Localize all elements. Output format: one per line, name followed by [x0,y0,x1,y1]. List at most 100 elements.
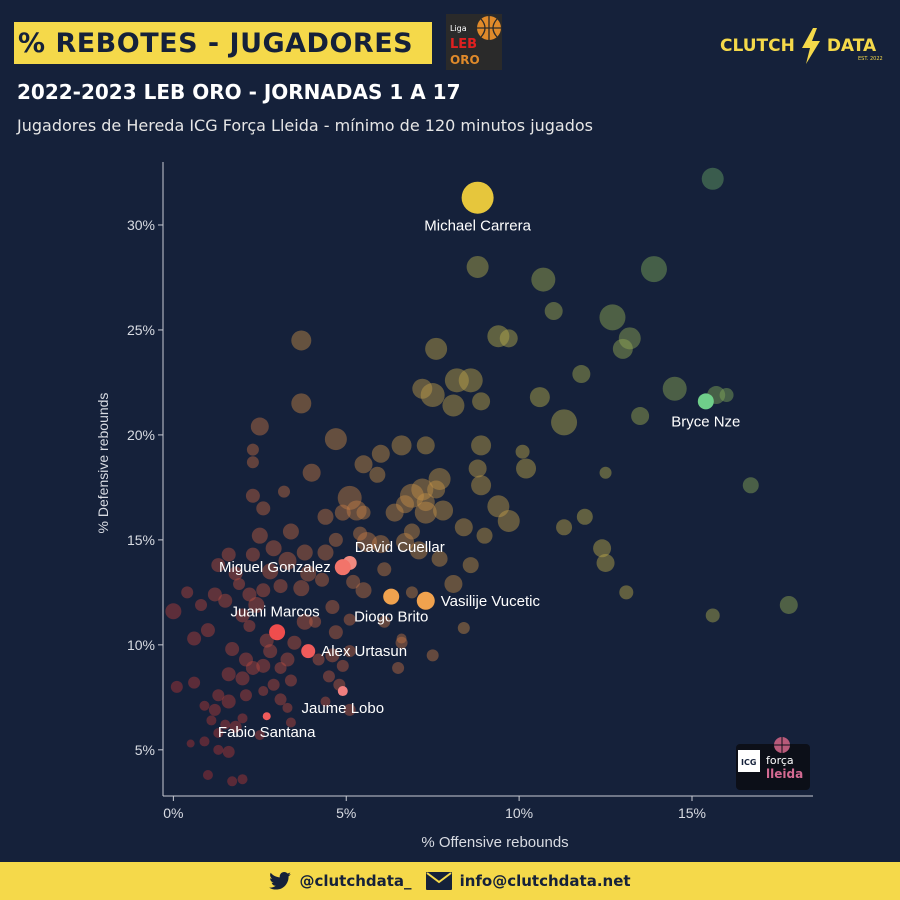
scatter-point [188,676,201,689]
scatter-point [427,480,446,499]
brand-left: CLUTCH [720,36,795,56]
scatter-point [742,477,759,494]
scatter-point [378,615,391,628]
scatter-point [256,501,271,516]
scatter-point [353,526,368,541]
scatter-point [619,585,634,600]
scatter-point [355,582,372,599]
scatter-point [220,719,231,730]
scatter-point [254,730,265,741]
scatter-point [243,619,256,632]
scatter-point [396,532,415,551]
scatter-point [285,717,296,728]
scatter-point [186,739,195,748]
chart-subtitle: Jugadores de Hereda ICG Força Lleida - m… [17,116,594,135]
league-logo-line1: Liga [450,24,467,33]
scatter-point [225,642,240,657]
scatter-point [246,443,259,456]
scatter-point [472,392,491,411]
scatter-point [302,463,321,482]
scatter-point [256,583,271,598]
scatter-point [293,580,310,597]
team-logo: ICG força lleida [736,737,810,790]
scatter-point [206,715,217,726]
scatter-point [412,378,433,399]
scatter-point [487,495,510,518]
scatter-point [291,393,312,414]
footer-bar: @clutchdata_ info@clutchdata.net [0,862,900,900]
highlight-point [262,712,271,721]
scatter-point [403,523,420,540]
scatter-point [262,563,279,580]
scatter-point [531,267,556,292]
team-logo-line2: força [766,754,794,767]
scatter-point [170,680,183,693]
scatter-point [278,551,297,570]
scatter-point [181,586,194,599]
scatter-point [291,330,312,351]
highlight-point [461,181,494,214]
scatter-point [287,635,302,650]
scatter-point [343,645,356,658]
scatter-point [274,661,287,674]
scatter-point [315,572,330,587]
scatter-point [221,667,236,682]
point-label: Juani Marcos [230,603,319,620]
scatter-point [640,256,667,283]
scatter-point [317,544,334,561]
scatter-point [199,736,210,747]
scatter-point [576,508,593,525]
point-label: Bryce Nze [671,413,740,430]
y-tick-label: 15% [127,532,155,548]
scatter-point [200,623,215,638]
scatter-point [433,500,454,521]
y-axis-label: % Defensive rebounds [95,393,111,534]
twitter-handle: @clutchdata_ [299,872,412,890]
scatter-point [235,671,250,686]
scatter-point [396,495,415,514]
scatter-point [405,586,418,599]
scatter-point [237,774,248,785]
scatter-point [516,458,537,479]
scatter-point [211,558,226,573]
brand-logo: CLUTCH DATA EST. 2022 [720,26,890,66]
scatter-point [599,466,612,479]
scatter-point [229,720,242,733]
scatter-point [328,625,343,640]
y-tick-label: 20% [127,427,155,443]
footer-email[interactable]: info@clutchdata.net [425,872,631,890]
league-logo-line2: LEB [450,37,477,52]
scatter-point [256,658,271,673]
scatter-point [779,595,798,614]
highlight-point [301,644,316,659]
point-label: David Cuellar [355,539,445,556]
twitter-bird-icon [269,872,292,890]
scatter-point [208,703,221,716]
scatter-point [259,633,274,648]
scatter-point [396,633,407,644]
scatter-point [371,444,390,463]
envelope-icon [425,872,452,890]
scatter-point [462,557,479,574]
scatter-point [442,394,465,417]
league-logo-line3: ORO [450,53,480,67]
scatter-point [701,167,724,190]
scatter-point [468,459,487,478]
scatter-point [454,518,473,537]
scatter-point [515,444,530,459]
scatter-point [395,636,408,649]
highlight-point [334,559,351,576]
scatter-point [428,468,451,490]
scatter-point [246,456,259,469]
footer-twitter[interactable]: @clutchdata_ [269,872,412,890]
highlight-point [697,393,714,410]
scatter-point [251,527,268,544]
scatter-point [414,501,437,524]
scatter-point [371,535,390,554]
scatter-point [228,566,243,581]
scatter-point [499,329,518,348]
highlight-point [269,624,286,641]
point-label: Vasilije Vucetic [441,593,541,610]
highlight-point [337,686,348,697]
